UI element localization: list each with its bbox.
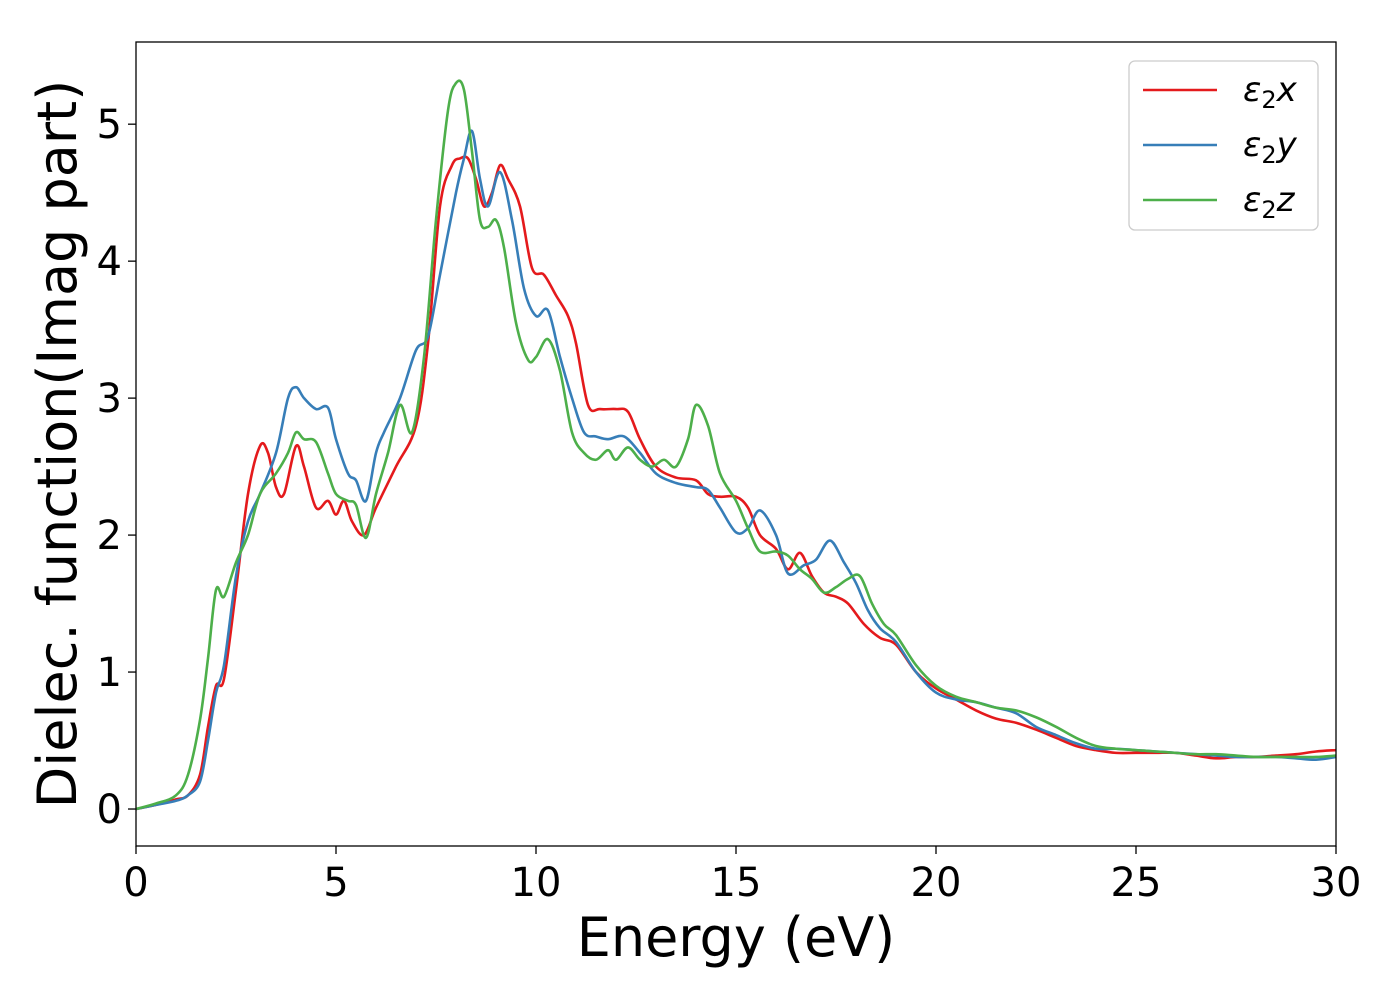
x-tick-label: 0 xyxy=(123,860,148,906)
y-tick-label: 0 xyxy=(97,787,122,833)
x-tick-label: 5 xyxy=(323,860,348,906)
x-tick-label: 30 xyxy=(1311,860,1362,906)
x-tick-label: 20 xyxy=(911,860,962,906)
x-tick-label: 10 xyxy=(511,860,562,906)
series-line-y xyxy=(136,129,1336,811)
y-tick-label: 1 xyxy=(97,650,122,696)
y-tick-label: 4 xyxy=(97,239,122,285)
x-tick-label: 25 xyxy=(1111,860,1162,906)
legend-box xyxy=(1128,60,1319,231)
series-line-x xyxy=(136,155,1336,811)
legend-item-x: ε2x xyxy=(1143,70,1298,114)
y-tick-label: 3 xyxy=(97,376,122,422)
y-tick-label: 2 xyxy=(97,513,122,559)
x-tick-label: 15 xyxy=(711,860,762,906)
y-tick-label: 5 xyxy=(97,102,122,148)
x-axis-label: Energy (eV) xyxy=(577,906,896,969)
legend: ε2x ε2y ε2z xyxy=(1128,60,1319,231)
y-axis-label: Dielec. function(Imag part) xyxy=(26,80,89,809)
legend-label: ε2z xyxy=(1243,180,1296,224)
legend-label: ε2x xyxy=(1243,70,1298,114)
legend-label: ε2y xyxy=(1243,125,1298,169)
y-axis: 0 1 2 3 4 5 xyxy=(97,102,136,833)
legend-item-z: ε2z xyxy=(1143,180,1296,224)
series-layer xyxy=(136,79,1336,811)
x-axis: 0 5 10 15 20 25 30 xyxy=(123,846,1361,906)
series-line-z xyxy=(136,79,1336,811)
legend-item-y: ε2y xyxy=(1143,125,1298,169)
